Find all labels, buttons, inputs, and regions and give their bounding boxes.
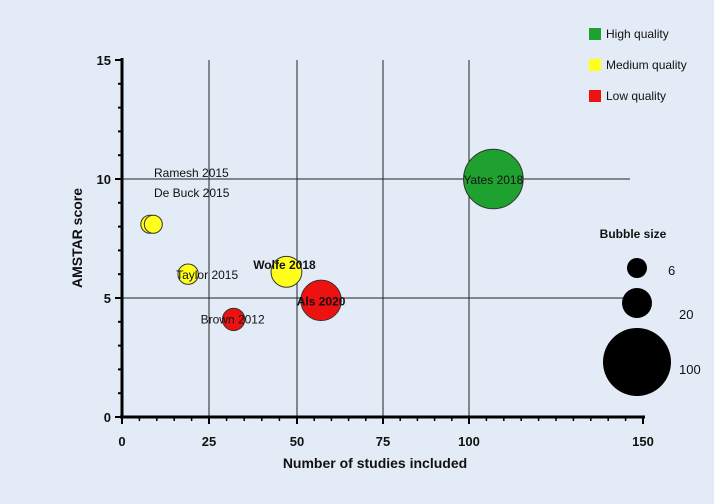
size-legend-label: 100: [679, 362, 701, 377]
x-tick-label: 100: [458, 434, 480, 449]
bubble-yates-2018: [463, 148, 524, 210]
x-tick-label: 150: [632, 434, 654, 449]
ticks: 0 25 50 75 100 150 0 5 10 15: [97, 53, 654, 449]
bubble-label: Brown 2012: [201, 312, 265, 326]
quality-legend: High quality Medium quality Low quality: [589, 27, 687, 103]
bubbles: [140, 148, 524, 332]
bubble-label: Yates 2018: [463, 173, 523, 187]
y-tick-label: 10: [97, 172, 111, 187]
bubble-labels: Yates 2018 Als 2020 Wolfe 2018 Brown 2012 Ta…: [154, 166, 524, 326]
bubble-taylor-2015: [177, 263, 199, 285]
size-legend-bubble: [627, 258, 647, 278]
bubble-label: Taylor 2015: [176, 268, 238, 282]
x-axis-title: Number of studies included: [283, 455, 467, 471]
x-tick-label: 75: [376, 434, 390, 449]
size-legend-bubble: [603, 328, 671, 396]
bubble-brown-2012: [221, 307, 246, 332]
legend-label: Medium quality: [606, 58, 687, 72]
size-legend-bubble: [622, 288, 652, 318]
bubble-label: Wolfe 2018: [253, 258, 316, 272]
size-legend-title: Bubble size: [600, 227, 667, 241]
annotation-label: De Buck 2015: [154, 186, 230, 200]
y-tick-label: 15: [97, 53, 111, 68]
size-legend-label: 20: [679, 307, 693, 322]
bubble-wolfe-2018: [270, 255, 303, 288]
bubble-label: Als 2020: [297, 294, 346, 308]
legend-swatch-high: [589, 28, 601, 40]
y-tick-label: 5: [104, 291, 111, 306]
bubble-als-2020: [300, 279, 342, 322]
legend-swatch-low: [589, 90, 601, 102]
x-tick-label: 0: [118, 434, 125, 449]
x-tick-label: 50: [290, 434, 304, 449]
legend-label: Low quality: [606, 89, 666, 103]
legend-label: High quality: [606, 27, 669, 41]
gridlines: [122, 60, 630, 417]
x-tick-label: 25: [202, 434, 216, 449]
legend-swatch-medium: [589, 59, 601, 71]
size-legend-label: 6: [668, 263, 675, 278]
annotation-label: Ramesh 2015: [154, 166, 229, 180]
y-axis-title: AMSTAR score: [69, 188, 85, 288]
bubble-unlabeled: [143, 214, 163, 234]
y-tick-label: 0: [104, 410, 111, 425]
size-legend: Bubble size 6 20 100: [600, 227, 701, 396]
